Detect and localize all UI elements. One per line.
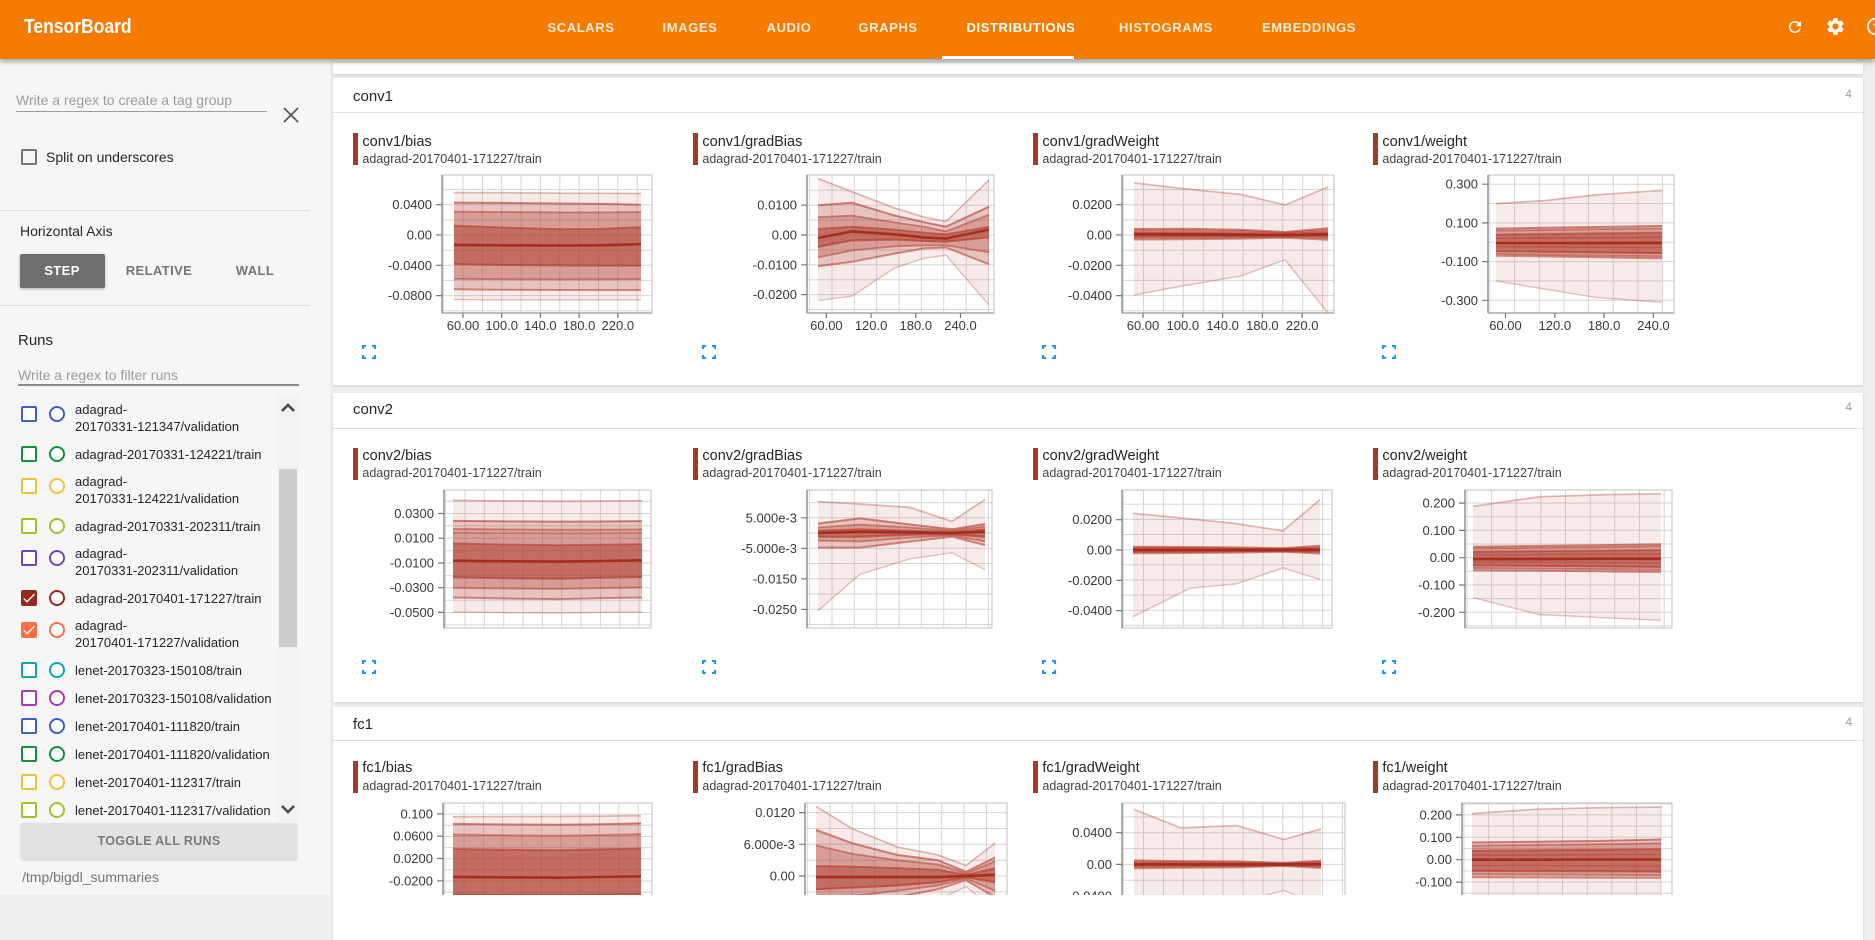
svg-text:-0.0200: -0.0200	[1068, 573, 1112, 588]
svg-text:-0.0200: -0.0200	[753, 287, 797, 302]
svg-text:180.0: 180.0	[1246, 318, 1279, 333]
svg-text:0.200: 0.200	[1422, 496, 1455, 511]
svg-text:0.00: 0.00	[407, 228, 432, 243]
svg-text:-0.0300: -0.0300	[390, 580, 434, 595]
svg-text:0.0400: 0.0400	[392, 197, 432, 212]
svg-text:0.200: 0.200	[1419, 807, 1452, 822]
svg-text:0.00: 0.00	[772, 228, 797, 243]
svg-text:60.00: 60.00	[1127, 318, 1160, 333]
svg-text:100.0: 100.0	[1167, 318, 1200, 333]
svg-text:-0.0500: -0.0500	[390, 605, 434, 620]
svg-text:240.0: 240.0	[1637, 318, 1670, 333]
svg-text:-0.0200: -0.0200	[389, 873, 433, 888]
svg-text:0.0120: 0.0120	[755, 805, 795, 820]
svg-text:0.0100: 0.0100	[757, 198, 797, 213]
svg-text:?: ?	[1873, 22, 1875, 34]
svg-text:0.100: 0.100	[400, 806, 433, 821]
svg-text:240.0: 240.0	[944, 318, 977, 333]
svg-text:0.00: 0.00	[1087, 543, 1112, 558]
svg-text:6.000e-3: 6.000e-3	[744, 837, 795, 852]
svg-text:0.00: 0.00	[1427, 852, 1452, 867]
svg-text:0.00: 0.00	[1087, 857, 1112, 872]
svg-text:-0.300: -0.300	[1441, 293, 1478, 308]
svg-text:0.00: 0.00	[770, 869, 795, 884]
svg-text:-0.0200: -0.0200	[1068, 258, 1112, 273]
svg-text:-0.100: -0.100	[1418, 578, 1455, 593]
svg-text:0.0200: 0.0200	[1072, 197, 1112, 212]
svg-text:-0.100: -0.100	[1441, 254, 1478, 269]
svg-text:0.00: 0.00	[1430, 550, 1455, 565]
svg-text:120.0: 120.0	[855, 318, 888, 333]
svg-text:-0.0800: -0.0800	[388, 288, 432, 303]
svg-text:0.0200: 0.0200	[393, 851, 433, 866]
svg-text:60.00: 60.00	[810, 318, 843, 333]
svg-text:-0.0100: -0.0100	[390, 556, 434, 571]
svg-text:0.300: 0.300	[1445, 177, 1478, 192]
svg-text:140.0: 140.0	[524, 318, 557, 333]
svg-text:180.0: 180.0	[1588, 318, 1621, 333]
svg-text:0.0600: 0.0600	[393, 829, 433, 844]
svg-text:0.100: 0.100	[1445, 215, 1478, 230]
svg-text:-0.100: -0.100	[1415, 875, 1452, 890]
svg-text:0.0300: 0.0300	[394, 506, 434, 521]
svg-text:180.0: 180.0	[900, 318, 933, 333]
svg-text:5.000e-3: 5.000e-3	[746, 510, 797, 525]
svg-text:140.0: 140.0	[1206, 318, 1239, 333]
svg-text:0.100: 0.100	[1422, 523, 1455, 538]
svg-text:-0.0400: -0.0400	[1068, 889, 1112, 895]
svg-text:0.0400: 0.0400	[1072, 825, 1112, 840]
svg-text:0.100: 0.100	[1419, 830, 1452, 845]
svg-text:220.0: 220.0	[1286, 318, 1319, 333]
svg-text:0.00: 0.00	[1087, 228, 1112, 243]
svg-text:-0.0400: -0.0400	[388, 258, 432, 273]
svg-text:-0.200: -0.200	[1418, 605, 1455, 620]
svg-text:60.00: 60.00	[447, 318, 480, 333]
svg-text:0.0200: 0.0200	[1072, 512, 1112, 527]
svg-text:120.0: 120.0	[1539, 318, 1572, 333]
svg-text:-5.000e-3: -5.000e-3	[741, 541, 797, 556]
svg-text:-0.0400: -0.0400	[1068, 603, 1112, 618]
svg-text:-0.0100: -0.0100	[753, 257, 797, 272]
svg-text:-0.0400: -0.0400	[1068, 288, 1112, 303]
svg-text:180.0: 180.0	[563, 318, 596, 333]
svg-text:100.0: 100.0	[485, 318, 518, 333]
svg-text:-0.0150: -0.0150	[753, 571, 797, 586]
svg-text:60.00: 60.00	[1489, 318, 1522, 333]
svg-text:0.0100: 0.0100	[394, 531, 434, 546]
svg-text:220.0: 220.0	[602, 318, 635, 333]
svg-text:-0.0250: -0.0250	[753, 602, 797, 617]
